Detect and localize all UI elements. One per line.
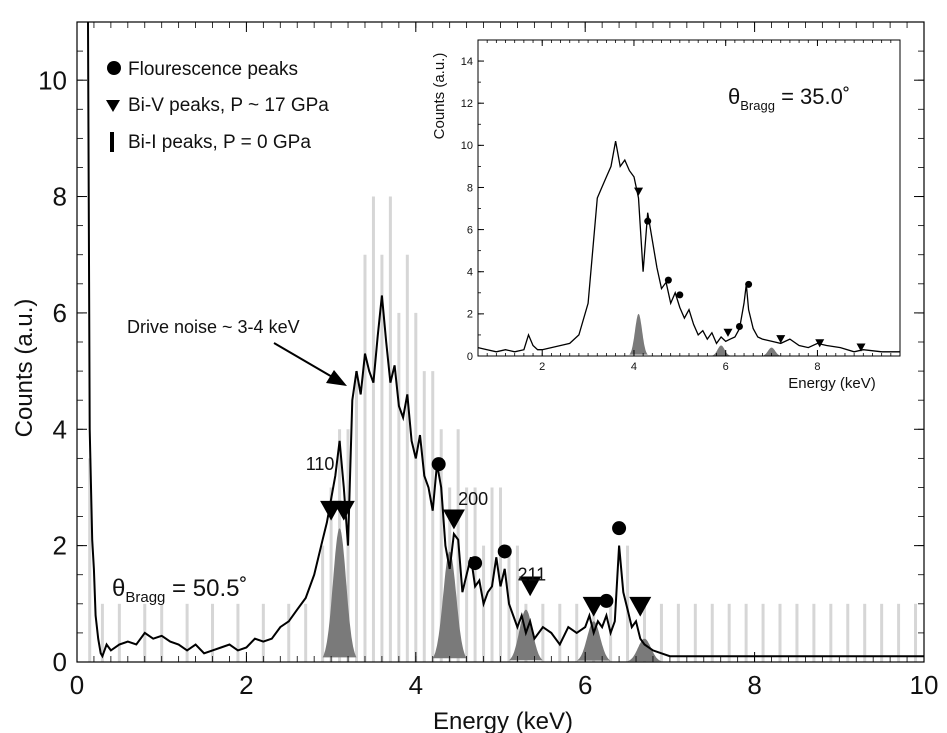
- bi-i-peak: [576, 621, 611, 661]
- bi-v-marker: [856, 343, 866, 352]
- main-axis-ticks: 0 2 4 6 8 10 0 2 4 6 8 10: [38, 21, 939, 700]
- inset-background: [478, 40, 900, 356]
- fluorescence-marker: [644, 217, 652, 225]
- drive-noise-arrow-line: [273, 342, 335, 379]
- fluorescence-marker: [497, 544, 512, 559]
- bi-i-peak: [627, 638, 662, 662]
- bi-v-marker: [629, 596, 652, 617]
- y-tick-label: 14: [461, 56, 473, 68]
- bi-i-peak: [762, 347, 781, 356]
- inset-x-axis-label: Energy (keV): [788, 375, 876, 392]
- drive-noise-arrow-head: [326, 370, 347, 386]
- y-tick-label: 0: [467, 351, 473, 363]
- x-tick-label: 2: [539, 361, 545, 373]
- legend-circle-marker: [107, 61, 121, 75]
- y-tick-label: 8: [53, 182, 67, 212]
- legend-bi-i-label: Bi-I peaks, P = 0 GPa: [128, 132, 311, 153]
- legend-bi-v-label: Bi-V peaks, P ~ 17 GPa: [128, 95, 329, 116]
- main-plot: 0 2 4 6 8 10 0 2 4 6 8 10 Energy (keV) Counts (a.u.…: [11, 21, 939, 733]
- bi-i-peak: [322, 528, 357, 658]
- hkl-label: 200: [458, 489, 488, 509]
- fluorescence-marker: [468, 556, 483, 571]
- fluorescence-marker: [431, 457, 446, 472]
- bi-v-marker: [634, 187, 644, 196]
- fluorescence-marker: [735, 323, 743, 331]
- y-tick-label: 4: [467, 267, 473, 279]
- fluorescence-marker: [745, 280, 753, 288]
- bi-v-marker: [723, 328, 733, 337]
- bi-v-marker: [519, 576, 542, 597]
- inset-y-axis-label: Counts (a.u.): [431, 53, 448, 140]
- main-markers: [320, 457, 652, 617]
- x-tick-label: 4: [409, 670, 423, 700]
- inset-theta-label: θBragg = 35.0˚: [728, 84, 850, 113]
- main-legend: Flourescence peaks Bi-V peaks, P ~ 17 GP…: [106, 59, 329, 153]
- inset-plot: 2 4 6 8 0 2 4 6 8 10 12 14 Energy (keV) Counts (a.u…: [431, 39, 901, 392]
- bi-v-marker: [332, 500, 355, 521]
- y-tick-label: 2: [467, 309, 473, 321]
- x-tick-label: 8: [814, 361, 820, 373]
- fluorescence-marker: [612, 521, 627, 536]
- y-tick-label: 2: [53, 531, 67, 561]
- x-tick-label: 6: [578, 670, 592, 700]
- fluorescence-marker: [676, 291, 684, 299]
- drive-noise-label: Drive noise ~ 3-4 keV: [127, 317, 300, 337]
- main-theta-label: θBragg = 50.5˚: [112, 575, 247, 606]
- inset-smoothed-line: [477, 140, 900, 353]
- legend-triangle-marker: [106, 100, 120, 112]
- main-y-axis-label: Counts (a.u.): [11, 299, 38, 438]
- y-tick-label: 8: [467, 182, 473, 194]
- y-tick-label: 10: [38, 65, 67, 95]
- bi-i-peak: [629, 313, 648, 355]
- hkl-label: 211: [517, 565, 546, 585]
- y-tick-label: 10: [461, 140, 473, 152]
- legend-fluorescence-label: Flourescence peaks: [128, 59, 298, 80]
- x-tick-label: 2: [239, 670, 253, 700]
- legend-bar-marker: [110, 132, 114, 152]
- y-tick-label: 12: [461, 98, 473, 110]
- hkl-labels: 110 200 211: [306, 454, 546, 585]
- y-tick-label: 6: [467, 224, 473, 236]
- main-x-axis-label: Energy (keV): [433, 708, 573, 733]
- x-tick-label: 8: [747, 670, 761, 700]
- bi-v-marker: [776, 335, 786, 344]
- y-tick-label: 4: [53, 414, 67, 444]
- bi-v-marker: [582, 596, 605, 617]
- bi-v-marker: [442, 509, 465, 530]
- y-tick-label: 6: [53, 298, 67, 328]
- y-tick-label: 0: [53, 647, 67, 677]
- fluorescence-marker: [664, 276, 672, 284]
- inset-markers: [634, 187, 866, 352]
- x-tick-label: 0: [70, 670, 84, 700]
- bi-i-peak: [432, 551, 467, 659]
- x-tick-label: 10: [910, 670, 939, 700]
- hkl-label: 110: [306, 454, 335, 474]
- main-smoothed-line: [87, 21, 924, 659]
- x-tick-label: 6: [723, 361, 729, 373]
- x-tick-label: 4: [631, 361, 637, 373]
- bi-v-marker: [815, 339, 825, 348]
- inset-axis-ticks: 2 4 6 8 0 2 4 6 8 10 12 14: [461, 39, 901, 373]
